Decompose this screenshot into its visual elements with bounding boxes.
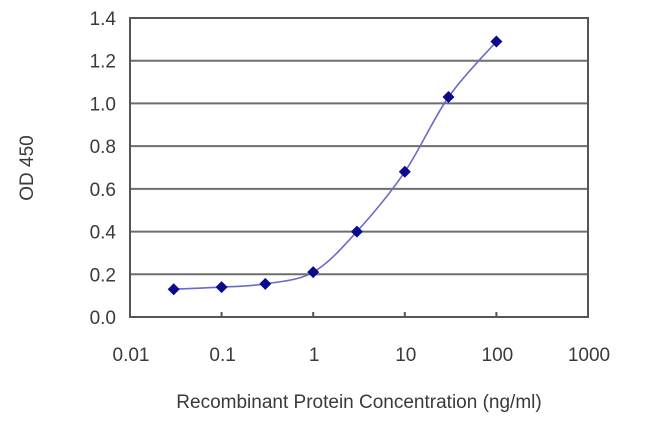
diamond-marker [307,266,320,279]
y-tick-label: 1.0 [90,94,116,115]
x-tick-label: 1000 [568,345,610,366]
diamond-marker [442,91,455,104]
data-line [173,40,498,291]
diamond-marker [490,35,503,48]
gridlines [130,59,588,276]
x-tick-label: 0.01 [113,345,150,366]
y-tick-label: 1.4 [90,9,117,30]
y-tick-label: 0.0 [90,308,116,329]
diamond-marker [259,277,272,290]
x-tick-label: 100 [482,345,514,366]
y-axis-tick-labels: 0.0 0.2 0.4 0.6 0.8 1.0 1.2 1.4 [90,9,117,329]
y-tick-label: 0.4 [90,223,117,244]
y-tick-label: 0.2 [90,265,116,286]
x-tick-label: 10 [395,345,416,366]
y-tick-label: 0.8 [90,137,116,158]
x-axis-tick-labels: 0.01 0.1 1 10 100 1000 [113,345,611,366]
plot-area [129,17,589,318]
x-tick-label: 1 [309,345,320,366]
x-tick-label: 0.1 [209,345,235,366]
diamond-marker [215,281,228,294]
y-axis-title: OD 450 [17,135,38,200]
diamond-marker [350,225,363,238]
y-tick-label: 0.6 [90,180,116,201]
x-axis-title: Recombinant Protein Concentration (ng/ml… [176,392,541,413]
diamond-marker [167,283,180,296]
y-tick-label: 1.2 [90,52,116,73]
diamond-marker [398,165,411,178]
x-axis-ticks [220,312,498,317]
data-markers [167,35,503,296]
